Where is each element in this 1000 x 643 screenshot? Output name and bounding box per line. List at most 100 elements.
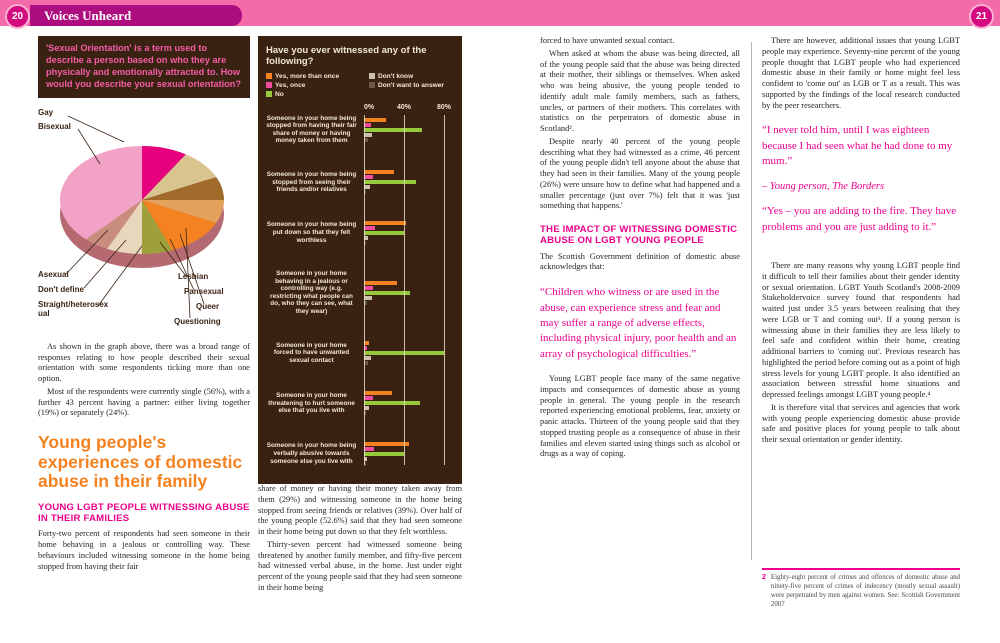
column-divider xyxy=(751,42,752,560)
pie-label-asexual: Asexual xyxy=(38,269,69,279)
pie-slice-questioning xyxy=(142,154,217,200)
axis-tick: 80% xyxy=(436,103,452,111)
body-paragraph: When asked at whom the abuse was being d… xyxy=(540,48,740,133)
bar-more-than-once xyxy=(364,340,369,345)
footnote-text: Eighty-eight percent of crimes and offen… xyxy=(770,574,960,608)
chart-bars xyxy=(364,169,448,195)
pie-slice-bisexual xyxy=(59,145,143,240)
quote-attribution: – Young person, The Borders xyxy=(762,181,885,193)
chart-category-label: Someone in your home being verbally abus… xyxy=(266,442,357,465)
footnote: 2 Eighty-eight percent of crimes and off… xyxy=(762,568,960,610)
chart-category-row: Someone in your home being verbally abus… xyxy=(266,441,454,467)
bar-more-than-once xyxy=(364,391,392,396)
chart-category-label: Someone in your home being stopped from … xyxy=(266,114,357,145)
legend-item: No xyxy=(266,91,361,98)
pie-svg xyxy=(59,115,225,318)
pie-slice-don-t-define xyxy=(107,199,142,254)
pie-slice-queer xyxy=(142,176,225,200)
bar-no xyxy=(364,290,410,295)
chart-axis: 0% 40% 80% xyxy=(364,104,454,115)
bar-no xyxy=(364,230,404,235)
pie-slice-gay xyxy=(142,145,186,200)
chart-rows: Someone in your home being stopped from … xyxy=(266,115,454,467)
body-paragraph: The Scottish Government definition of do… xyxy=(540,251,740,272)
orientation-pie-chart: Gay Bisexual Asexual Don't define Straig… xyxy=(38,102,250,336)
footnote-number: 2 xyxy=(762,574,766,581)
bar-no xyxy=(364,451,404,456)
section-heading-orange: Young people's experiences of domestic a… xyxy=(38,432,243,492)
chart-title: Have you ever witnessed any of the follo… xyxy=(266,45,427,68)
body-paragraph: There are many reasons why young LGBT pe… xyxy=(762,261,960,400)
chart-category-label: Someone in your home threatening to hurt… xyxy=(268,392,355,415)
pie-leader-lines xyxy=(65,115,205,318)
legend-column-left: Yes, more than once Yes, once No xyxy=(266,73,361,98)
body-paragraph: forced to have unwanted sexual contact. xyxy=(540,36,675,45)
bar-dont-know xyxy=(364,235,368,240)
pie-label-questioning: Questioning xyxy=(174,316,221,326)
chart-bars xyxy=(364,390,448,416)
bar-more-than-once xyxy=(364,117,386,122)
chart-category-row: Someone in your home being stopped from … xyxy=(266,169,454,195)
pie-label-bisexual: Bisexual xyxy=(38,121,71,131)
bar-dont-know xyxy=(364,295,372,300)
bar-no-answer xyxy=(364,137,368,142)
bar-no-answer xyxy=(364,300,367,305)
chart-bars xyxy=(364,280,448,306)
legend-swatch-icon xyxy=(368,82,375,89)
subsection-heading-pink: YOUNG LGBT PEOPLE WITNESSING ABUSE IN TH… xyxy=(38,501,250,525)
legend-swatch-icon xyxy=(266,82,272,89)
page-title: Voices Unheard xyxy=(30,5,242,26)
bar-no xyxy=(364,401,420,406)
chart-category-row: Someone in your home threatening to hurt… xyxy=(266,390,454,416)
chart-bars xyxy=(364,441,448,467)
pie-label-lesbian: Lesbian xyxy=(178,271,209,281)
bar-more-than-once xyxy=(364,441,409,446)
pie-slice-asexual xyxy=(85,199,142,249)
legend-item: Don't know xyxy=(368,73,454,80)
bar-no-answer xyxy=(364,461,366,466)
body-paragraph: As shown in the graph above, there was a… xyxy=(38,341,250,384)
column-3: forced to have unwanted sexual contact. … xyxy=(540,36,740,462)
body-paragraph: There are however, additional issues tha… xyxy=(762,36,960,110)
legend-swatch-icon xyxy=(266,73,272,80)
axis-tick: 0% xyxy=(364,103,375,111)
bar-once xyxy=(364,122,371,127)
bar-dont-know xyxy=(364,406,369,411)
bar-no xyxy=(364,350,444,355)
witness-bar-chart: Have you ever witnessed any of the follo… xyxy=(258,36,462,484)
body-paragraph: Despite nearly 40 percent of the young p… xyxy=(540,136,740,211)
bar-no-answer xyxy=(364,190,366,195)
page-number-left: 20 xyxy=(5,4,30,29)
chart-category-label: Someone in your home forced to have unwa… xyxy=(273,341,350,364)
bar-dont-know xyxy=(364,355,371,360)
legend-label: Don't want to answer xyxy=(377,81,444,89)
legend-item: Yes, once xyxy=(266,82,361,89)
legend-swatch-icon xyxy=(266,91,272,98)
column-1: 'Sexual Orientation' is a term used to d… xyxy=(38,36,250,574)
bar-dont-know xyxy=(364,132,372,137)
pie-slice-lesbian xyxy=(142,199,217,251)
axis-tick: 40% xyxy=(396,103,412,111)
legend-swatch-icon xyxy=(368,73,375,80)
pull-quote: “Yes – you are adding to the fire. They … xyxy=(762,205,957,233)
subsection-heading-pink: THE IMPACT OF WITNESSING DOMESTIC ABUSE … xyxy=(540,224,738,247)
bar-once xyxy=(364,225,375,230)
bar-once xyxy=(364,285,373,290)
bar-once xyxy=(364,175,373,180)
bar-no xyxy=(364,127,422,132)
page-number-right: 21 xyxy=(969,4,994,29)
pie-label-straight: Straight/heterosexual xyxy=(38,299,109,318)
bar-no xyxy=(364,180,416,185)
legend-column-right: Don't know Don't want to answer xyxy=(368,73,454,98)
body-paragraph: Forty-two percent of respondents had see… xyxy=(38,529,250,571)
pie-label-pansexual: Pansexual xyxy=(184,286,224,296)
bar-dont-know xyxy=(364,185,370,190)
column-4: There are however, additional issues tha… xyxy=(762,36,960,636)
chart-plot: 0% 40% 80% Someone in your home being st… xyxy=(266,104,454,467)
bar-once xyxy=(364,446,374,451)
body-paragraph: Most of the respondents were currently s… xyxy=(38,386,250,418)
bar-more-than-once xyxy=(364,280,397,285)
orientation-question-box: 'Sexual Orientation' is a term used to d… xyxy=(38,36,250,98)
bar-no-answer xyxy=(364,240,366,245)
chart-legend: Yes, more than once Yes, once No Don't kno… xyxy=(266,73,454,98)
